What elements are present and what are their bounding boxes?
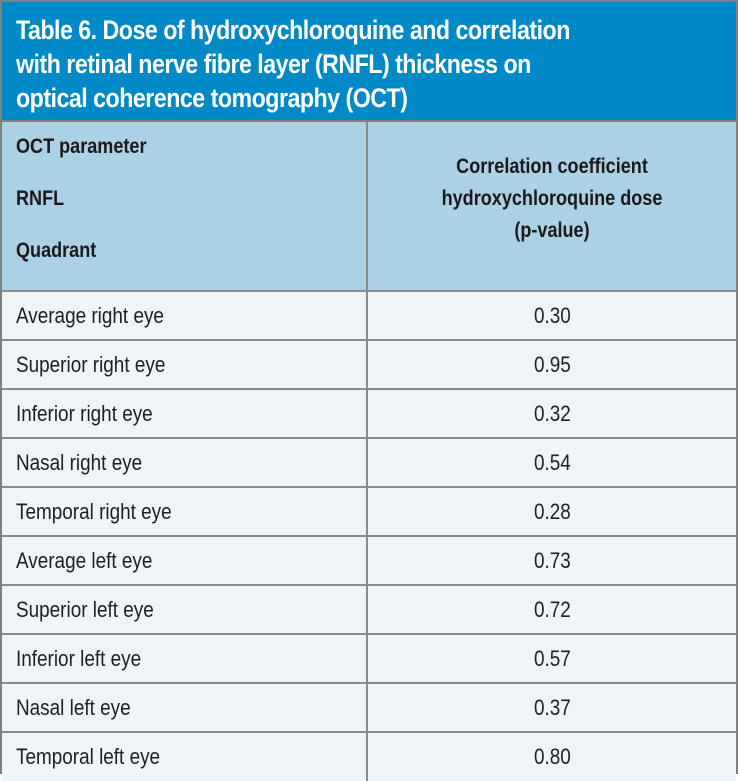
header-oct-parameter: OCT parameter RNFL Quadrant [2,122,368,292]
row-value: 0.80 [366,731,736,781]
parameter-text: Temporal left eye [16,744,161,769]
row-parameter: Inferior left eye [2,633,368,684]
value-text: 0.57 [533,645,571,671]
table-row: Average right eye 0.30 [2,290,736,341]
header-correlation-coefficient: Correlation coefficient hydroxychloroqui… [366,122,736,292]
row-parameter: Average left eye [2,535,368,586]
parameter-text: Nasal left eye [16,694,131,720]
parameter-text: Nasal right eye [16,449,143,475]
row-parameter: Nasal left eye [2,682,368,733]
row-parameter: Temporal right eye [2,486,368,537]
row-value: 0.30 [366,290,736,341]
value-text: 0.30 [533,302,571,328]
header-label-p-value: (p-value) [514,219,590,242]
header-label-oct-parameter: OCT parameter [16,135,147,158]
row-parameter: Superior right eye [2,339,368,390]
header-label-quadrant: Quadrant [16,239,97,262]
parameter-text: Inferior right eye [16,400,153,426]
title-line: with retinal nerve fibre layer (RNFL) th… [16,49,531,79]
parameter-text: Average left eye [16,547,153,573]
parameter-text: Superior right eye [16,351,166,377]
title-line: Table 6. Dose of hydroxychloroquine and … [16,15,570,45]
value-text: 0.95 [533,351,571,377]
header-label-rnfl: RNFL [16,187,65,210]
table-row: Inferior left eye 0.57 [2,633,736,684]
table-title-bar: Table 6. Dose of hydroxychloroquine and … [2,2,736,122]
value-text: 0.80 [533,744,571,769]
parameter-text: Average right eye [16,302,164,328]
row-parameter: Superior left eye [2,584,368,635]
row-parameter: Nasal right eye [2,437,368,488]
row-parameter: Temporal left eye [2,731,368,781]
value-text: 0.32 [533,400,571,426]
parameter-text: Temporal right eye [16,498,172,524]
row-parameter: Average right eye [2,290,368,341]
table-row: Temporal left eye 0.80 [2,731,736,781]
row-value: 0.28 [366,486,736,537]
header-label-correlation: Correlation coefficient [456,155,648,178]
header-label-dose: hydroxychloroquine dose [441,187,663,210]
row-value: 0.54 [366,437,736,488]
table-row: Superior left eye 0.72 [2,584,736,635]
table-row: Superior right eye 0.95 [2,339,736,390]
row-value: 0.72 [366,584,736,635]
value-text: 0.37 [533,694,571,720]
table-title: Table 6. Dose of hydroxychloroquine and … [16,13,721,115]
row-parameter: Inferior right eye [2,388,368,439]
row-value: 0.37 [366,682,736,733]
row-value: 0.57 [366,633,736,684]
value-text: 0.54 [533,449,571,475]
table-row: Nasal left eye 0.37 [2,682,736,733]
row-value: 0.73 [366,535,736,586]
row-value: 0.32 [366,388,736,439]
table-row: Average left eye 0.73 [2,535,736,586]
title-line: optical coherence tomography (OCT) [16,83,408,113]
value-text: 0.72 [533,596,571,622]
parameter-text: Inferior left eye [16,645,142,671]
header-row: OCT parameter RNFL Quadrant Correlation … [2,122,736,292]
table-row: Nasal right eye 0.54 [2,437,736,488]
table-row: Inferior right eye 0.32 [2,388,736,439]
value-text: 0.73 [533,547,571,573]
table-row: Temporal right eye 0.28 [2,486,736,537]
data-table: OCT parameter RNFL Quadrant Correlation … [2,122,736,781]
value-text: 0.28 [533,498,571,524]
parameter-text: Superior left eye [16,596,154,622]
row-value: 0.95 [366,339,736,390]
